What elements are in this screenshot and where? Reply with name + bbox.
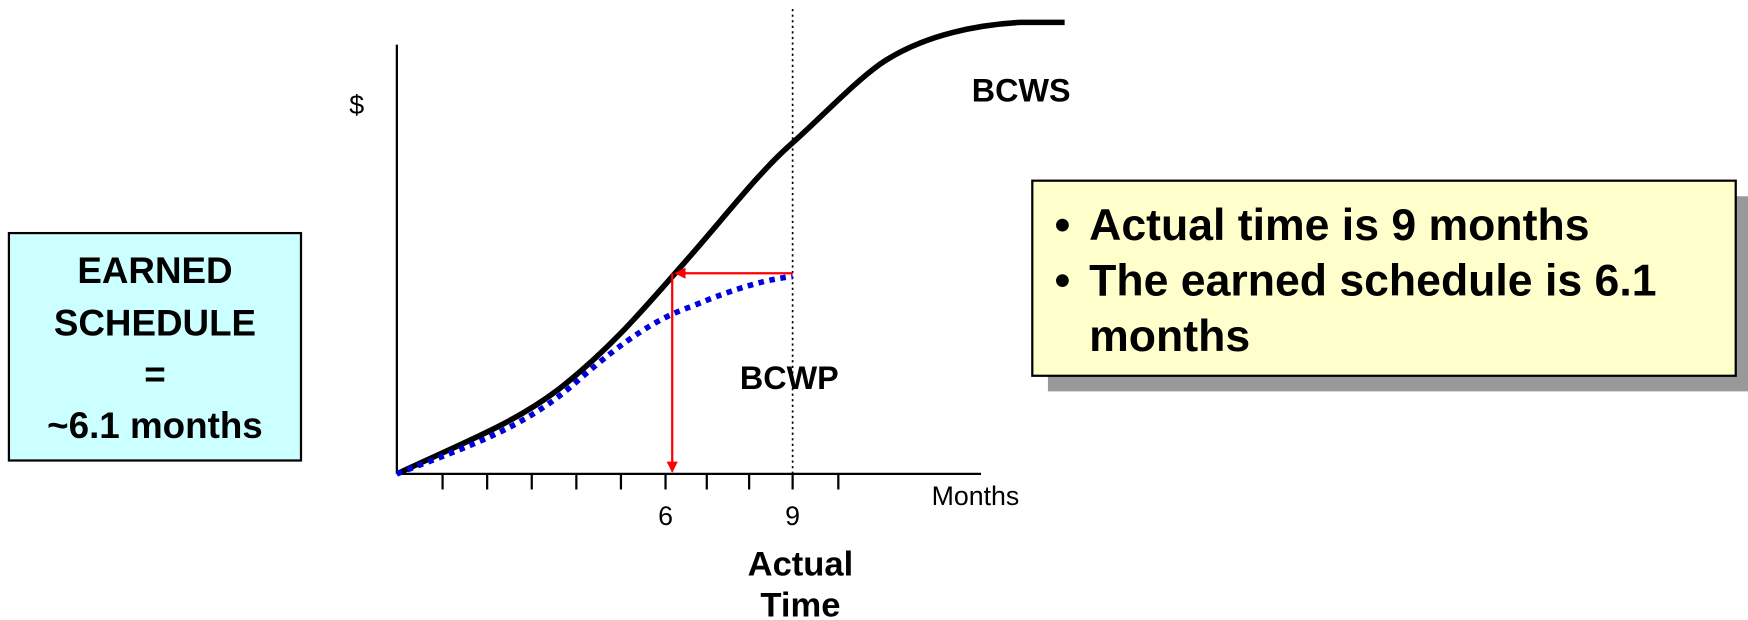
x-axis-label: Months (932, 481, 1020, 511)
bullet-text: The earned schedule is 6.1 (1089, 257, 1656, 306)
right-box (1031, 179, 1737, 377)
box-line: = (144, 354, 165, 395)
curve-label: BCWP (740, 360, 839, 396)
bullet: • (1055, 257, 1071, 306)
x-tick-label: 9 (785, 501, 800, 531)
box-line: EARNED (77, 250, 232, 291)
bcwp-curve (395, 273, 793, 477)
bullet-text: months (1089, 312, 1250, 361)
x-caption: Actual (748, 545, 854, 583)
curve-label: BCWS (972, 73, 1071, 109)
left-box (7, 231, 303, 462)
bullet: • (1055, 201, 1071, 250)
x-caption: Time (760, 587, 840, 620)
box-line: SCHEDULE (54, 303, 256, 344)
bullet-text: Actual time is 9 months (1089, 201, 1589, 250)
bcws-curve (395, 19, 1065, 477)
tick-marks (441, 473, 840, 490)
box-line: ~6.1 months (47, 405, 263, 446)
y-axis-label: $ (349, 90, 364, 120)
x-tick-label: 6 (658, 501, 673, 531)
